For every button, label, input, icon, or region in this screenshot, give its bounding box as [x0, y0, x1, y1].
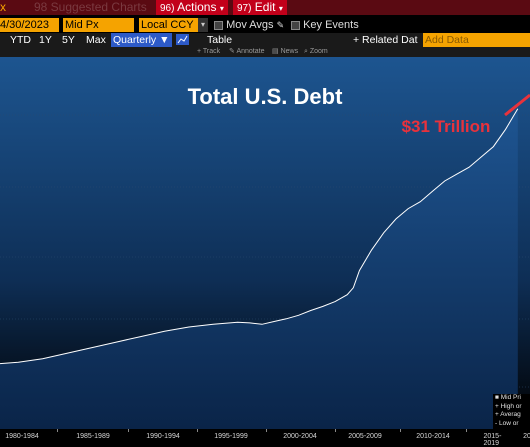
x-tick-label: 2010-2014: [416, 433, 450, 440]
edit-menu[interactable]: 97) Edit ▾: [233, 0, 287, 15]
price-field-input[interactable]: Mid Px: [63, 18, 134, 32]
x-tick-mark: [335, 429, 336, 432]
chart-legend: ■ Mid Pri + High or + Averag - Low or: [493, 394, 530, 430]
currency-select[interactable]: Local CCY: [139, 18, 199, 32]
x-tick-label: 1985-1989: [76, 433, 110, 440]
checkbox-icon[interactable]: [291, 20, 300, 30]
legend-marker-icon: +: [495, 402, 501, 410]
x-tick-label: 1980-1984: [5, 433, 39, 440]
legend-item: + Averag: [495, 411, 530, 420]
period-ytd-button[interactable]: YTD: [10, 34, 31, 46]
top-menu-bar: x 98 Suggested Charts 96) Actions ▾ 97) …: [0, 0, 530, 15]
actions-label: Actions: [177, 0, 217, 14]
line-chart-icon-glyph: [177, 35, 188, 44]
pencil-icon: ✎: [229, 48, 237, 55]
actions-menu[interactable]: 96) Actions ▾: [156, 0, 228, 15]
x-tick-label: 1990-1994: [146, 433, 180, 440]
annotate-tool[interactable]: ✎ Annotate: [229, 47, 264, 57]
annotation-arrow: [504, 93, 530, 117]
x-tick-mark: [128, 429, 129, 432]
chart-title: Total U.S. Debt: [188, 84, 343, 109]
mov-avgs-label: Mov Avgs: [226, 19, 274, 31]
legend-marker-icon: -: [495, 419, 499, 427]
x-tick-label: 20: [523, 433, 530, 440]
period-bar: YTD 1Y 5Y Max Quarterly ▼ Table + Relate…: [0, 33, 530, 47]
dropdown-arrow-icon: ▾: [278, 4, 283, 13]
chart-labels: Total U.S. Debt $31 Trillion: [188, 84, 530, 136]
legend-label: Averag: [500, 411, 521, 418]
legend-marker-icon: ■: [495, 394, 501, 401]
debt-chart[interactable]: Total U.S. Debt $31 Trillion: [0, 57, 530, 429]
legend-label: High or: [500, 402, 522, 410]
annotation-label: $31 Trillion: [402, 117, 491, 136]
x-tick-mark: [197, 429, 198, 432]
key-events-toggle[interactable]: Key Events: [291, 17, 359, 33]
zoom-icon: ⌕: [304, 48, 310, 55]
x-axis: 1980-1984 1985-1989 1990-1994 1995-1999 2000…: [0, 429, 530, 447]
track-label: Track: [202, 48, 221, 55]
key-events-label: Key Events: [303, 19, 359, 31]
add-data-input[interactable]: Add Data: [423, 33, 530, 47]
line-chart-icon[interactable]: [176, 34, 189, 45]
date-field[interactable]: 4/30/2023: [0, 18, 59, 32]
zoom-label: Zoom: [309, 48, 328, 55]
period-5y-button[interactable]: 5Y: [62, 34, 75, 46]
frequency-select[interactable]: Quarterly ▼: [111, 33, 172, 47]
crosshair-icon: +: [197, 48, 203, 55]
x-tick-label: 2005-2009: [348, 433, 382, 440]
security-field-fragment[interactable]: x: [0, 0, 6, 14]
actions-number: 96): [160, 3, 175, 14]
legend-item: + High or: [495, 403, 530, 412]
annotate-label: Annotate: [236, 48, 265, 55]
legend-label: Low or: [498, 419, 519, 427]
currency-dropdown-icon[interactable]: ▾: [198, 18, 208, 32]
chart-toolbar: 4/30/2023 Mid Px Local CCY ▾ Mov Avgs ✎ …: [0, 17, 530, 33]
table-button[interactable]: Table: [207, 34, 233, 46]
edit-number: 97): [237, 3, 252, 14]
checkbox-icon[interactable]: [214, 20, 223, 30]
news-label: News: [280, 48, 299, 55]
suggested-charts-menu[interactable]: 98 Suggested Charts: [34, 0, 147, 14]
pencil-icon[interactable]: ✎: [276, 20, 285, 30]
zoom-tool[interactable]: ⌕ Zoom: [304, 47, 328, 57]
x-tick-mark: [266, 429, 267, 432]
x-tick-mark: [400, 429, 401, 432]
period-max-button[interactable]: Max: [86, 34, 106, 46]
legend-marker-icon: +: [495, 411, 501, 418]
chart-tools-bar: + Track ✎ Annotate ▤ News ⌕ Zoom: [0, 47, 530, 57]
period-1y-button[interactable]: 1Y: [39, 34, 52, 46]
x-tick-label: 2015-2019: [483, 433, 502, 447]
news-tool[interactable]: ▤ News: [272, 47, 298, 57]
news-icon: ▤: [272, 48, 281, 55]
debt-area-fill: [0, 108, 518, 429]
mov-avgs-toggle[interactable]: Mov Avgs ✎: [214, 17, 284, 33]
x-tick-label: 1995-1999: [214, 433, 248, 440]
debt-series: [0, 108, 519, 429]
x-tick-label: 2000-2004: [283, 433, 317, 440]
legend-label: Mid Pri: [500, 394, 521, 401]
edit-label: Edit: [254, 0, 276, 14]
track-tool[interactable]: + Track: [197, 47, 220, 57]
x-tick-mark: [466, 429, 467, 432]
legend-item: - Low or: [495, 420, 530, 429]
dropdown-arrow-icon: ▾: [219, 4, 224, 13]
x-tick-mark: [57, 429, 58, 432]
debt-line: [0, 108, 519, 365]
legend-item: ■ Mid Pri: [495, 394, 530, 403]
related-data-button[interactable]: + Related Dat: [353, 34, 418, 46]
